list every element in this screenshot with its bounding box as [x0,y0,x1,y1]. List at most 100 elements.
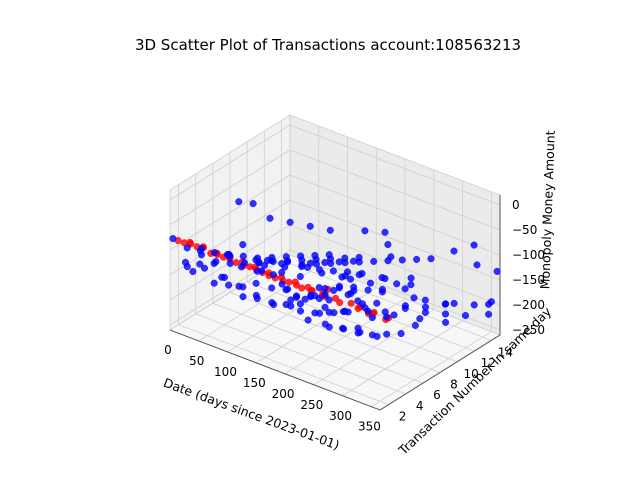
blue-point [487,298,495,306]
z-gridline [289,149,501,231]
red-point [186,238,194,246]
blue-point [335,258,343,266]
blue-point [355,258,363,266]
z-gridline [289,174,501,256]
blue-point [359,300,367,308]
red-point [347,299,355,307]
blue-point [284,258,292,266]
blue-point [220,273,228,281]
blue-point [441,300,449,308]
x-tick-label: 350 [358,420,381,434]
blue-point [321,259,329,267]
blue-point [315,284,323,292]
z-gridline [289,199,501,281]
blue-point [341,272,349,280]
blue-point [381,275,389,283]
blue-point [410,294,418,302]
blue-point [344,308,352,316]
z-tick-label: 0 [512,198,520,212]
blue-point [307,293,315,301]
blue-point [384,240,392,248]
blue-point [398,256,406,264]
blue-point [442,310,450,318]
blue-point [316,309,324,317]
blue-point [339,324,347,332]
blue-point [315,295,323,303]
blue-point [407,281,415,289]
blue-point [373,332,381,340]
y-tick-label: 10 [463,367,478,381]
blue-point [373,299,381,307]
chart-title: 3D Scatter Plot of Transactions account:… [135,36,521,54]
blue-point [169,235,177,243]
blue-point [211,248,219,256]
blue-point [381,228,389,236]
z-tick-label: −250 [512,323,545,337]
blue-point [210,259,218,267]
blue-point [370,257,378,265]
blue-point [364,307,372,315]
blue-point [393,280,401,288]
blue-point [462,312,470,320]
blue-point [210,279,218,287]
blue-point [225,281,233,289]
z-tick-label: −50 [512,223,537,237]
blue-point [255,259,263,267]
y-tick-label: 6 [433,388,441,402]
blue-point [421,296,429,304]
blue-point [330,286,338,294]
blue-point [266,214,274,222]
blue-point [470,241,478,249]
blue-point [296,273,304,281]
blue-point [401,302,409,310]
red-point [336,299,344,307]
blue-point [183,244,191,252]
blue-point [321,320,329,328]
blue-point [278,268,286,276]
blue-point [397,330,405,338]
blue-point [411,321,419,329]
z-gridline [289,224,501,306]
blue-point [347,275,355,283]
y-gridline [212,302,423,384]
x-tick-label: 0 [164,343,172,357]
blue-point [239,252,247,260]
blue-point [235,198,243,206]
blue-point [311,251,319,259]
y-tick-label: 12 [481,356,496,370]
blue-point [198,244,206,252]
blue-point [416,315,424,323]
z-gridline [169,124,291,201]
blue-point [237,263,245,271]
blue-point [223,251,231,259]
blue-point [200,264,208,272]
y-axis-line [379,334,501,411]
z-gridline [169,199,291,276]
blue-point [401,285,409,293]
blue-point [327,259,335,267]
blue-point [252,279,260,287]
blue-point [493,267,501,275]
x-tick-label: 300 [329,409,352,423]
blue-point [239,293,247,301]
blue-point [368,314,376,322]
blue-point [183,263,191,271]
blue-point [367,279,375,287]
blue-point [325,296,333,304]
y-gridline [281,259,492,341]
blue-point [390,311,398,319]
blue-point [422,303,430,311]
z-gridline [169,149,291,226]
x-tick-label: 150 [243,376,266,390]
blue-point [407,274,415,282]
blue-point [298,261,306,269]
blue-point [270,301,278,309]
blue-point [442,318,450,326]
blue-point [341,259,349,267]
red-point [285,278,293,286]
blue-point [226,259,234,267]
blue-point [381,308,389,316]
blue-point [350,283,358,291]
blue-point [312,260,320,268]
red-point [354,305,362,313]
